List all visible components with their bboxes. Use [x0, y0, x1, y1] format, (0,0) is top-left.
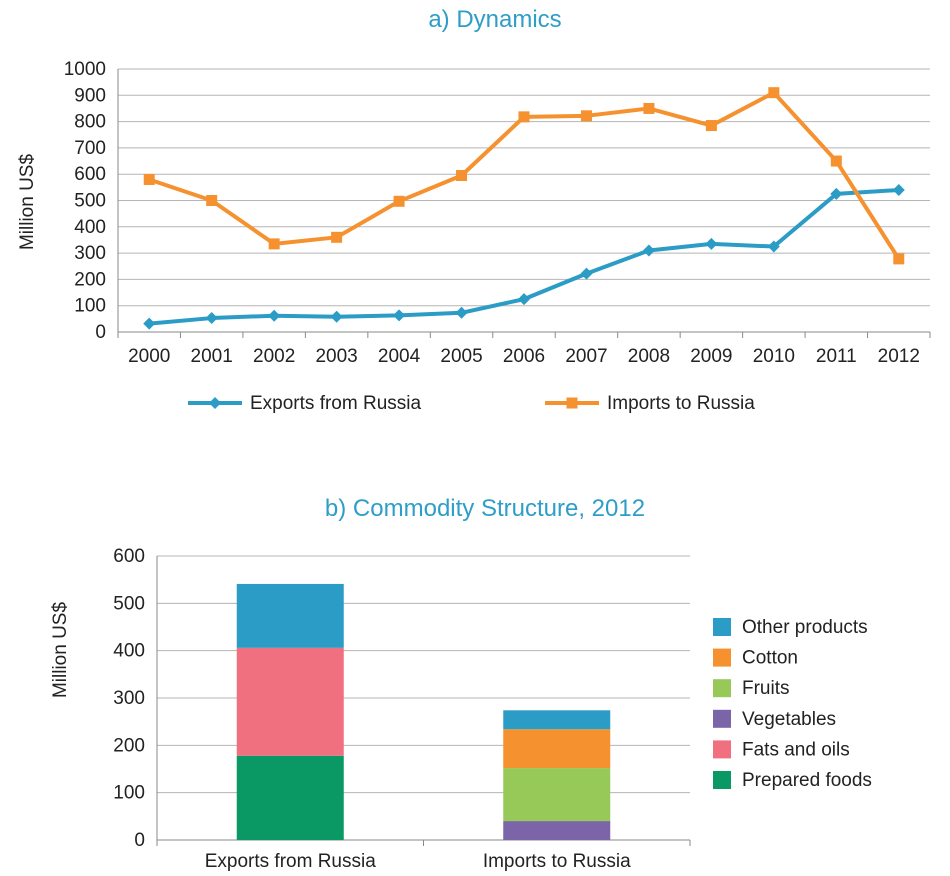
dynamics-data-point: [518, 293, 530, 306]
commodity-x-tick-label: Imports to Russia: [483, 851, 631, 872]
dynamics-x-tick-label: 2009: [690, 346, 732, 367]
commodity-legend-label: Vegetables: [742, 709, 836, 730]
commodity-y-tick-label: 400: [113, 641, 145, 662]
dynamics-legend-label: Imports to Russia: [607, 393, 755, 414]
dynamics-y-tick-label: 800: [74, 112, 106, 133]
dynamics-data-point: [580, 110, 592, 122]
commodity-y-tick-label: 100: [113, 783, 145, 804]
commodity-legend-label: Other products: [742, 617, 868, 638]
dynamics-y-tick-label: 900: [74, 85, 106, 106]
commodity-y-tick-label: 0: [134, 830, 145, 851]
dynamics-y-tick-label: 1000: [64, 59, 106, 80]
commodity-bar-segment: [236, 647, 344, 756]
commodity-legend-swatch: [713, 740, 731, 759]
dynamics-data-point: [206, 195, 218, 206]
dynamics-x-tick-label: 2001: [191, 346, 233, 367]
commodity-legend-swatch: [713, 648, 731, 667]
commodity-bar-segment: [503, 821, 611, 840]
dynamics-x-tick-label: 2006: [503, 346, 545, 367]
dynamics-data-point: [643, 102, 655, 114]
dynamics-y-tick-label: 0: [95, 322, 106, 343]
commodity-y-tick-label: 500: [113, 593, 145, 614]
dynamics-x-tick-label: 2004: [378, 346, 421, 367]
dynamics-y-tick-label: 300: [74, 243, 106, 264]
dynamics-data-point: [330, 310, 343, 323]
dynamics-chart: a) Dynamics Million US$ 0 100 200 300 400 500…: [17, 6, 931, 414]
dynamics-y-tick-label: 700: [74, 138, 106, 159]
commodity-title: b) Commodity Structure, 2012: [325, 495, 645, 522]
commodity-bar-segment: [236, 755, 344, 840]
commodity-y-tick-label: 300: [113, 688, 145, 709]
dynamics-x-tick-label: 2012: [878, 346, 920, 367]
dynamics-y-tick-label: 600: [74, 164, 106, 185]
dynamics-data-point: [767, 240, 780, 253]
commodity-legend-swatch: [713, 771, 731, 789]
dynamics-y-tick-label: 400: [74, 217, 106, 238]
dynamics-x-tick-label: 2002: [253, 346, 295, 367]
commodity-x-tick-label: Exports from Russia: [205, 851, 376, 872]
dynamics-data-point: [580, 267, 593, 280]
commodity-legend-label: Prepared foods: [742, 770, 872, 791]
dynamics-title: a) Dynamics: [428, 6, 561, 33]
dynamics-data-point: [393, 309, 406, 322]
dynamics-data-point: [893, 253, 905, 265]
dynamics-x-tick-label: 2000: [128, 346, 170, 367]
dynamics-data-point: [205, 312, 218, 325]
commodity-legend-swatch: [713, 709, 731, 728]
dynamics-data-point: [268, 238, 280, 250]
dynamics-data-point: [143, 317, 156, 330]
dynamics-data-point: [455, 306, 468, 319]
dynamics-data-point: [892, 183, 905, 196]
dynamics-data-point: [642, 244, 655, 257]
dynamics-y-tick-label: 200: [74, 269, 106, 290]
dynamics-data-point: [393, 195, 405, 207]
dynamics-x-tick-label: 2003: [315, 346, 357, 367]
dynamics-data-point: [830, 187, 843, 200]
commodity-chart: b) Commodity Structure, 2012 Million US$…: [50, 495, 872, 872]
dynamics-data-point: [268, 309, 281, 322]
commodity-legend-swatch: [713, 679, 731, 698]
dynamics-x-tick-label: 2005: [440, 346, 482, 367]
dynamics-y-tick-label: 500: [74, 191, 106, 212]
dynamics-x-tick-label: 2007: [565, 346, 607, 367]
dynamics-data-point: [518, 111, 530, 123]
dynamics-legend-marker: [209, 397, 221, 409]
dynamics-legend-label: Exports from Russia: [250, 393, 421, 414]
commodity-y-tick-label: 600: [113, 546, 145, 567]
dynamics-data-point: [705, 237, 718, 250]
commodity-legend-label: Cotton: [742, 648, 798, 669]
dynamics-x-tick-label: 2011: [816, 346, 857, 367]
dynamics-y-tick-label: 100: [74, 296, 106, 317]
dynamics-data-point: [456, 170, 468, 182]
dynamics-ylabel: Million US$: [17, 154, 38, 251]
dynamics-data-point: [705, 120, 717, 132]
dynamics-x-tick-label: 2010: [753, 346, 795, 367]
commodity-legend-swatch: [713, 618, 731, 636]
commodity-y-tick-label: 200: [113, 735, 145, 756]
dynamics-data-point: [331, 231, 343, 243]
commodity-bar-segment: [236, 583, 344, 648]
dynamics-data-point: [768, 87, 780, 99]
dynamics-legend-marker: [566, 397, 578, 409]
commodity-legend-label: Fruits: [742, 678, 790, 699]
dynamics-x-tick-label: 2008: [628, 346, 670, 367]
commodity-ylabel: Million US$: [50, 602, 71, 699]
commodity-bar-segment: [503, 710, 611, 730]
commodity-bar-segment: [503, 768, 611, 822]
commodity-legend-label: Fats and oils: [742, 739, 850, 760]
commodity-bar-segment: [503, 729, 611, 769]
dynamics-data-point: [143, 173, 155, 185]
dynamics-data-point: [830, 155, 842, 167]
